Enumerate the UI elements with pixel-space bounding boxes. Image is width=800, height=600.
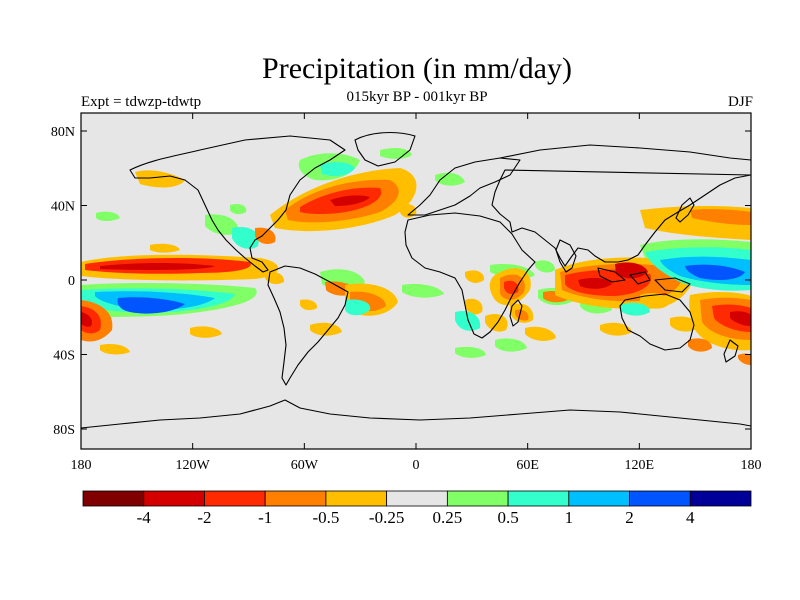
anomaly-blob xyxy=(135,170,185,188)
anomaly-blob xyxy=(345,299,371,316)
lat-tick-label: 40S xyxy=(53,349,75,364)
coastline-new-zealand xyxy=(723,339,739,363)
anomaly-blob xyxy=(81,312,92,327)
coastline-australia xyxy=(619,293,695,351)
anomaly-blob xyxy=(465,298,483,315)
anomaly-fields xyxy=(81,147,751,365)
longitude-axis: 180 120W 60W 0 60E 120E 180 xyxy=(71,113,762,473)
lon-tick-label: 180 xyxy=(71,458,92,473)
anomaly-blob xyxy=(100,343,130,355)
anomaly-blob xyxy=(535,260,555,273)
anomaly-blob xyxy=(320,162,355,176)
lon-tick-label: 120E xyxy=(625,458,655,473)
lon-tick-label: 180 xyxy=(741,458,762,473)
lat-tick-label: 40N xyxy=(51,200,75,215)
coastline-antarctica xyxy=(81,399,751,429)
colorbar-label: 4 xyxy=(686,508,695,527)
colorbar-label: -4 xyxy=(137,508,152,527)
coastline-india xyxy=(555,239,577,273)
anomaly-blob xyxy=(310,322,342,336)
anomaly-blob xyxy=(96,211,120,221)
anomaly-blob xyxy=(400,204,417,218)
coastline-africa xyxy=(404,212,536,339)
colorbar-label: 1 xyxy=(565,508,574,527)
coastline-north-america xyxy=(129,135,346,273)
coastline-japan xyxy=(675,197,695,223)
anomaly-blob xyxy=(402,284,444,298)
coastline-maritime xyxy=(597,267,691,293)
lat-tick-label: 80S xyxy=(53,423,75,438)
lon-tick-label: 0 xyxy=(413,458,420,473)
experiment-label: Expt = tdwzp-tdwtp xyxy=(81,94,202,110)
colorbar-swatch xyxy=(82,490,145,507)
colorbar-swatch xyxy=(325,490,388,507)
anomaly-blob xyxy=(730,311,751,326)
anomaly-blob xyxy=(455,310,481,331)
anomaly-blob xyxy=(670,316,698,332)
coastline-europe xyxy=(407,157,521,216)
coastlines xyxy=(81,131,751,429)
colorbar-label: 0.25 xyxy=(432,508,462,527)
colorbar-swatch xyxy=(568,490,630,507)
colorbar-swatch xyxy=(204,490,266,507)
anomaly-blob xyxy=(515,309,529,321)
anomaly-blob xyxy=(620,302,650,316)
plot-subtitle: 015kyr BP - 001kyr BP xyxy=(346,89,488,105)
anomaly-blob xyxy=(600,322,632,336)
colorbar-label: 0.5 xyxy=(497,508,518,527)
colorbar-swatch xyxy=(507,490,570,507)
lat-tick-label: 0 xyxy=(68,274,75,289)
coastline-asia xyxy=(491,144,751,267)
anomaly-blob xyxy=(615,262,648,279)
colorbar-label: 2 xyxy=(625,508,634,527)
anomaly-blob xyxy=(300,299,318,311)
colorbar: -4 -2 -1 -0.5 -0.25 0.25 0.5 1 2 4 xyxy=(82,490,752,527)
lon-tick-label: 60E xyxy=(516,458,539,473)
lat-tick-label: 80N xyxy=(51,125,75,140)
lon-tick-label: 60W xyxy=(291,458,319,473)
colorbar-swatch xyxy=(446,490,509,507)
anomaly-blob xyxy=(685,264,745,280)
coastline-madagascar xyxy=(509,299,523,327)
anomaly-blob xyxy=(465,270,485,283)
colorbar-label: -1 xyxy=(258,508,272,527)
colorbar-swatch xyxy=(264,490,327,507)
colorbar-swatch xyxy=(629,490,691,507)
coastline-south-america xyxy=(267,265,349,386)
anomaly-blob xyxy=(150,243,180,253)
colorbar-label: -0.25 xyxy=(369,508,404,527)
anomaly-blob xyxy=(205,214,239,235)
anomaly-blob xyxy=(690,209,751,225)
anomaly-blob xyxy=(117,297,185,314)
colorbar-label: -2 xyxy=(197,508,211,527)
anomaly-blob xyxy=(688,338,712,352)
season-label: DJF xyxy=(727,94,753,110)
anomaly-blob xyxy=(255,227,276,244)
coastline-greenland xyxy=(354,131,416,167)
colorbar-swatch xyxy=(689,490,752,507)
anomaly-blob xyxy=(380,147,412,159)
anomaly-blob xyxy=(455,346,486,358)
anomaly-blob xyxy=(435,172,465,186)
anomaly-blob xyxy=(738,353,751,365)
anomaly-blob xyxy=(190,326,222,338)
colorbar-label: -0.5 xyxy=(312,508,339,527)
anomaly-blob xyxy=(232,226,259,249)
anomaly-blob xyxy=(230,203,247,215)
anomaly-blob xyxy=(330,195,370,206)
anomaly-blob xyxy=(485,313,508,332)
anomaly-blob xyxy=(100,263,215,270)
anomaly-blob xyxy=(640,293,669,309)
colorbar-swatch xyxy=(143,490,205,507)
anomaly-blob xyxy=(495,338,527,352)
colorbar-swatch xyxy=(386,490,448,507)
anomaly-blob xyxy=(525,326,556,341)
lon-tick-label: 120W xyxy=(176,458,211,473)
latitude-axis: 80N 40N 0 40S 80S xyxy=(51,125,751,438)
anomaly-blob xyxy=(578,277,612,289)
plot-title: Precipitation (in mm/day) xyxy=(262,52,572,85)
